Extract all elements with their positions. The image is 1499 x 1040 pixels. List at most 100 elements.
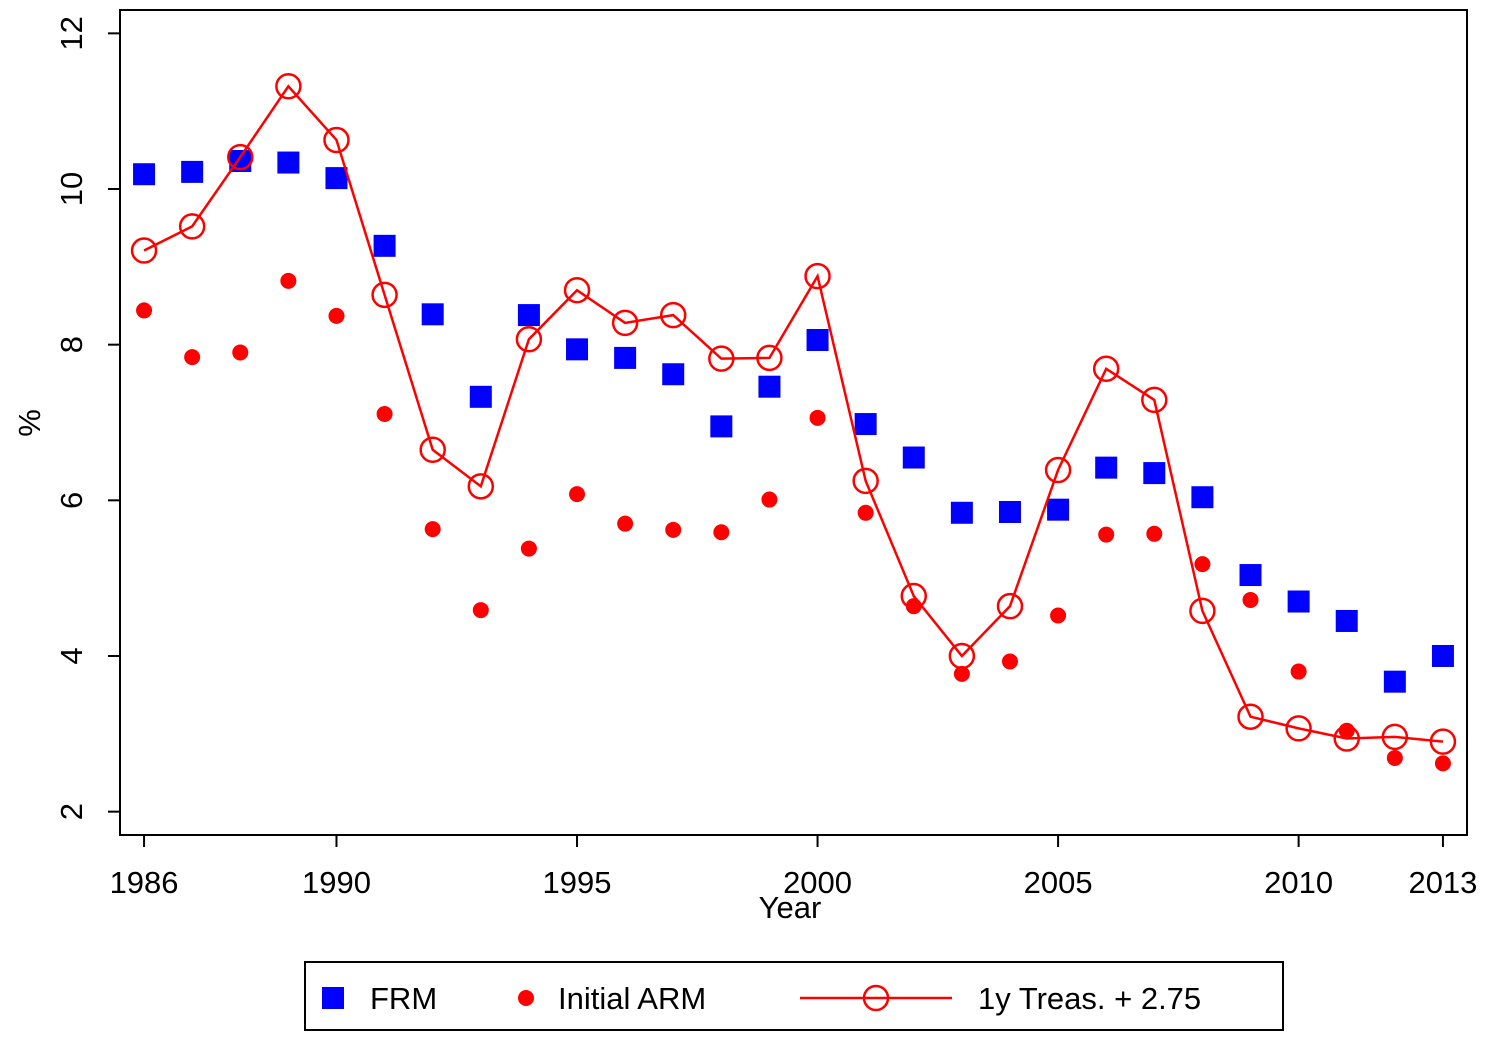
data-point — [806, 329, 829, 351]
plot-frame — [119, 9, 1468, 836]
data-point — [232, 344, 249, 361]
data-point — [227, 143, 254, 171]
x-axis-label: Year — [759, 890, 822, 925]
data-point — [900, 582, 928, 610]
data-point — [424, 521, 441, 538]
data-point — [419, 436, 446, 463]
x-tick-label: 2005 — [1024, 865, 1093, 900]
data-point — [1141, 386, 1168, 414]
data-point — [421, 303, 444, 326]
data-point — [371, 281, 398, 309]
data-point — [184, 349, 201, 366]
data-point — [133, 163, 156, 186]
data-point — [515, 325, 543, 353]
data-point — [617, 515, 634, 532]
data-point — [520, 540, 537, 557]
data-point — [611, 309, 639, 337]
data-point — [614, 346, 637, 369]
data-point — [948, 642, 976, 670]
data-point — [1242, 591, 1259, 608]
data-point — [996, 592, 1024, 620]
data-point — [517, 304, 540, 327]
data-point — [1429, 728, 1457, 755]
data-point — [1001, 653, 1018, 670]
data-point — [953, 665, 970, 682]
data-point — [1047, 498, 1070, 521]
data-point — [1189, 597, 1216, 625]
y-tick-label: 10 — [54, 172, 89, 206]
x-tick-label: 1986 — [110, 865, 179, 900]
y-axis-label: % — [12, 409, 47, 437]
data-point — [1383, 670, 1406, 693]
data-point — [1335, 609, 1358, 632]
data-point — [1044, 456, 1072, 484]
data-point — [902, 446, 925, 469]
data-point — [1143, 462, 1166, 485]
data-point — [373, 234, 396, 257]
data-point — [328, 307, 345, 324]
data-point — [277, 151, 300, 174]
data-point — [1381, 723, 1409, 751]
data-point — [665, 521, 682, 538]
data-point — [1333, 725, 1360, 752]
x-tick-label: 2000 — [783, 865, 852, 900]
data-point — [467, 473, 495, 500]
data-point — [713, 524, 730, 541]
data-point — [708, 345, 735, 372]
x-tick-label: 2013 — [1408, 865, 1477, 900]
data-point — [376, 405, 393, 422]
series-line — [143, 84, 1444, 743]
data-point — [136, 302, 153, 319]
y-tick-label: 4 — [54, 647, 89, 664]
x-tick-label: 1995 — [543, 865, 612, 900]
data-point — [178, 213, 206, 240]
data-point — [1431, 644, 1454, 667]
data-point — [659, 301, 687, 329]
data-point — [852, 467, 879, 495]
data-point — [323, 126, 350, 154]
y-tick-label: 2 — [54, 803, 89, 820]
data-point — [1098, 526, 1115, 543]
x-tick-label: 1990 — [302, 865, 371, 900]
legend-label: Initial ARM — [558, 981, 706, 1016]
y-tick-label: 6 — [54, 492, 89, 509]
data-point — [804, 262, 831, 290]
y-tick-label: 8 — [54, 336, 89, 353]
data-point — [1239, 564, 1262, 587]
data-point — [1285, 715, 1312, 742]
data-point — [130, 237, 158, 264]
legend-label: FRM — [370, 981, 437, 1016]
legend-box — [304, 961, 1284, 1031]
legend-marker — [322, 987, 344, 1009]
data-point — [469, 385, 492, 408]
data-point — [569, 486, 586, 503]
data-point — [710, 415, 733, 438]
data-point — [662, 363, 685, 386]
data-point — [325, 167, 348, 190]
legend-marker — [518, 990, 534, 1006]
data-point — [1095, 456, 1118, 479]
data-point — [1092, 355, 1120, 383]
data-point — [756, 344, 783, 372]
data-point — [1290, 663, 1307, 680]
data-point — [857, 504, 874, 521]
data-point — [1434, 755, 1451, 772]
data-point — [472, 602, 489, 619]
data-point — [275, 73, 302, 100]
data-point — [1237, 703, 1264, 730]
data-point — [1287, 590, 1310, 613]
data-point — [1194, 556, 1211, 573]
data-point — [563, 276, 591, 304]
data-point — [1146, 525, 1163, 542]
data-point — [1050, 607, 1067, 624]
data-point — [809, 409, 826, 426]
y-tick-label: 12 — [54, 16, 89, 50]
data-point — [566, 338, 589, 361]
data-point — [854, 413, 877, 436]
data-point — [1386, 749, 1403, 766]
data-point — [950, 501, 973, 524]
legend-marker — [862, 984, 890, 1012]
data-point — [280, 272, 297, 289]
